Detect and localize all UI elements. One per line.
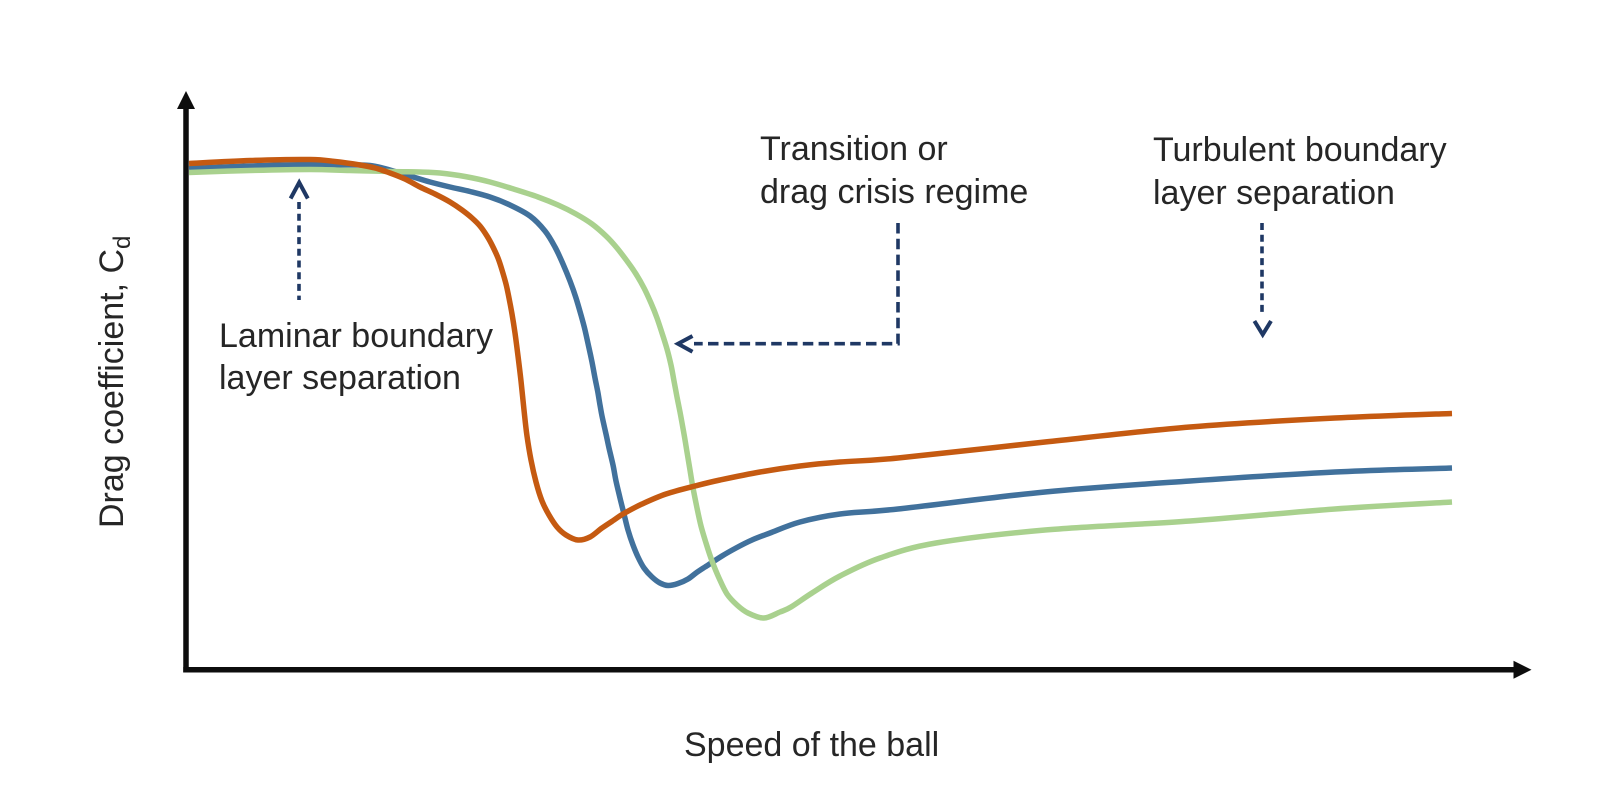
- svg-text:Speed of the ball: Speed of the ball: [684, 726, 939, 764]
- svg-text:layer separation: layer separation: [1153, 174, 1395, 212]
- svg-text:layer separation: layer separation: [219, 359, 461, 397]
- svg-text:Transition or: Transition or: [760, 130, 948, 168]
- svg-text:Turbulent boundary: Turbulent boundary: [1153, 131, 1447, 169]
- svg-text:Laminar boundary: Laminar boundary: [219, 317, 493, 355]
- svg-text:Drag coefficient, Cd: Drag coefficient, Cd: [93, 236, 136, 528]
- svg-text:drag crisis regime: drag crisis regime: [760, 173, 1028, 211]
